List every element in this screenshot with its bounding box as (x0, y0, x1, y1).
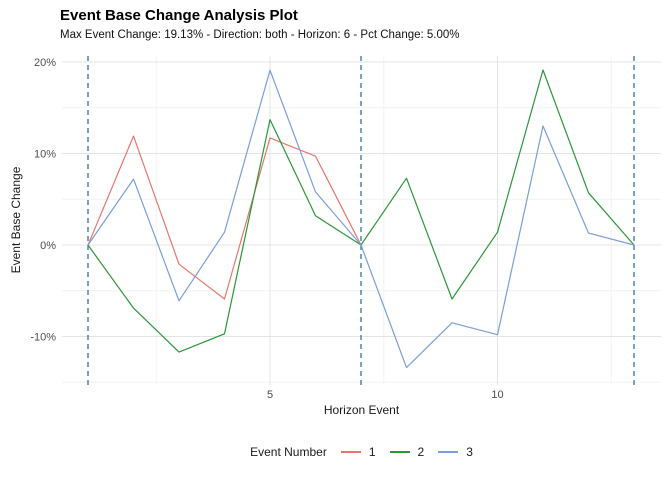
y-tick-label: 10% (34, 149, 56, 161)
y-tick-label: 20% (34, 57, 56, 69)
chart-title: Event Base Change Analysis Plot (60, 7, 298, 24)
x-tick-label: 5 (267, 389, 273, 401)
legend-label: 1 (368, 445, 376, 459)
legend-key-line (340, 451, 361, 453)
legend-title: Event Number (250, 445, 327, 459)
x-axis-title: Horizon Event (323, 403, 400, 417)
x-tick-label: 10 (491, 389, 503, 401)
legend-key-line (389, 451, 410, 453)
legend-items: 1 2 3 (340, 445, 473, 459)
legend: Event Number 1 2 3 (62, 445, 661, 459)
y-axis-title: Event Base Change (9, 166, 23, 274)
chart-subtitle: Max Event Change: 19.13% - Direction: bo… (60, 29, 460, 41)
legend-item-3: 3 (438, 445, 473, 459)
legend-label: 2 (417, 445, 425, 459)
series-line-3 (87, 69, 635, 369)
y-tick-label: 0% (40, 240, 56, 252)
legend-key-line (438, 451, 459, 453)
series-line-1 (87, 135, 362, 300)
legend-item-1: 1 (340, 445, 376, 459)
legend-item-2: 2 (389, 445, 425, 459)
y-tick-label: -10% (30, 332, 56, 344)
legend-label: 3 (466, 445, 473, 459)
